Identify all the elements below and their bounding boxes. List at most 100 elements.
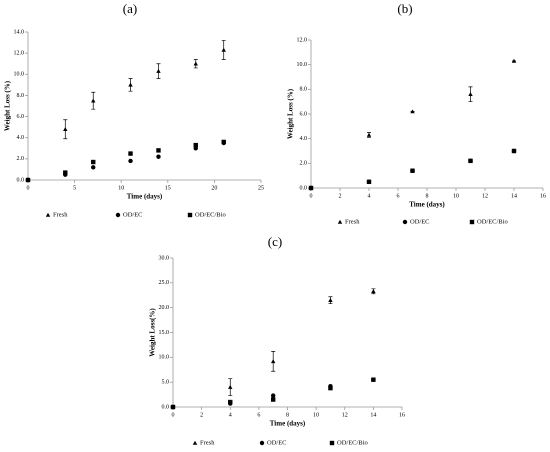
y-axis-label: Weight Loss (%)	[287, 88, 295, 139]
chart-title: (a)	[123, 1, 137, 16]
y-tick-label: 14.0	[14, 29, 25, 35]
triangle-marker	[156, 68, 161, 73]
legend-marker	[337, 219, 343, 224]
square-marker	[511, 148, 517, 154]
y-tick-label: 8.0	[17, 93, 25, 99]
x-tick-label: 6	[257, 412, 260, 418]
square-marker	[170, 404, 176, 410]
square-marker	[371, 377, 376, 382]
legend-label: OD/EC/Bio	[477, 218, 508, 225]
x-axis-label: Time (days)	[127, 193, 163, 201]
triangle-marker	[128, 82, 133, 87]
triangle-marker	[221, 47, 226, 52]
y-tick-label: 2.0	[300, 161, 308, 167]
y-tick-label: 25.0	[159, 280, 170, 286]
x-tick-label: 25	[258, 185, 264, 191]
x-tick-label: 0	[310, 193, 313, 199]
x-tick-label: 0	[27, 185, 30, 191]
y-tick-label: 6.0	[17, 114, 25, 120]
circle-marker	[91, 165, 96, 170]
triangle-marker	[371, 289, 376, 294]
legend-marker	[192, 440, 198, 445]
x-tick-label: 15	[165, 185, 171, 191]
legend-label: Fresh	[200, 439, 215, 446]
legend-marker	[45, 212, 51, 217]
x-tick-label: 4	[229, 412, 232, 418]
x-tick-label: 5	[73, 185, 76, 191]
y-tick-label: 15.0	[159, 330, 170, 336]
x-tick-label: 8	[426, 193, 429, 199]
x-tick-label: 10	[453, 193, 459, 199]
legend-marker	[259, 440, 265, 446]
square-marker	[366, 179, 372, 185]
triangle-marker	[270, 359, 276, 364]
y-tick-label: 6.0	[300, 111, 308, 117]
x-tick-label: 10	[313, 412, 319, 418]
square-marker	[156, 148, 161, 153]
x-tick-label: 6	[397, 193, 400, 199]
square-marker	[63, 170, 68, 175]
x-tick-label: 12	[482, 193, 488, 199]
legend-marker	[469, 219, 475, 225]
chart-title: (c)	[268, 234, 282, 249]
triangle-marker	[91, 98, 96, 103]
triangle-marker	[63, 127, 68, 132]
y-tick-label: 4.0	[17, 135, 25, 141]
square-marker	[25, 177, 31, 183]
triangle-marker	[193, 61, 198, 66]
x-tick-label: 4	[368, 193, 371, 199]
legend-marker	[115, 212, 121, 218]
legend-label: Fresh	[53, 211, 68, 218]
square-marker	[308, 185, 314, 191]
y-tick-label: 5.0	[162, 380, 170, 386]
x-tick-label: 16	[540, 193, 546, 199]
y-tick-label: 2.0	[17, 156, 25, 162]
legend-marker	[187, 212, 193, 218]
square-marker	[128, 151, 133, 156]
legend-label: Fresh	[345, 218, 360, 225]
y-tick-label: 0.0	[17, 177, 25, 183]
y-tick-label: 8.0	[300, 87, 308, 93]
triangle-marker	[228, 384, 233, 389]
x-tick-label: 0	[172, 412, 175, 418]
square-marker	[270, 397, 276, 402]
square-marker	[221, 139, 226, 145]
legend-label: OD/EC/Bio	[195, 211, 226, 218]
y-tick-label: 0.0	[162, 404, 170, 410]
circle-marker	[128, 158, 133, 164]
square-marker	[193, 142, 198, 148]
y-tick-label: 10.0	[14, 72, 25, 78]
square-marker	[410, 168, 415, 173]
y-tick-label: 20.0	[159, 305, 170, 311]
x-tick-label: 8	[286, 412, 289, 418]
x-tick-label: 14	[370, 412, 376, 418]
x-axis-label: Time (days)	[270, 420, 306, 428]
triangle-marker	[410, 109, 415, 114]
x-tick-label: 2	[339, 193, 342, 199]
legend-label: OD/EC/Bio	[337, 439, 368, 446]
legend-marker	[402, 219, 408, 225]
circle-marker	[270, 393, 276, 398]
x-tick-label: 2	[200, 412, 203, 418]
y-tick-label: 30.0	[159, 255, 170, 261]
square-marker	[468, 158, 473, 164]
square-marker	[91, 159, 96, 165]
y-tick-label: 12.0	[297, 37, 308, 43]
square-marker	[228, 399, 233, 405]
x-tick-label: 16	[399, 412, 405, 418]
legend-marker	[329, 440, 335, 446]
triangle-marker	[511, 58, 517, 63]
x-tick-label: 14	[511, 193, 517, 199]
circle-marker	[156, 154, 161, 159]
x-tick-label: 20	[211, 185, 217, 191]
triangle-marker	[328, 298, 333, 302]
triangle-marker	[468, 92, 473, 97]
y-tick-label: 4.0	[300, 136, 308, 142]
legend-label: OD/EC	[123, 211, 143, 218]
chart-title: (b)	[397, 1, 412, 16]
x-tick-label: 12	[342, 412, 348, 418]
legend-label: OD/EC	[410, 218, 430, 225]
triangle-marker	[366, 132, 372, 137]
